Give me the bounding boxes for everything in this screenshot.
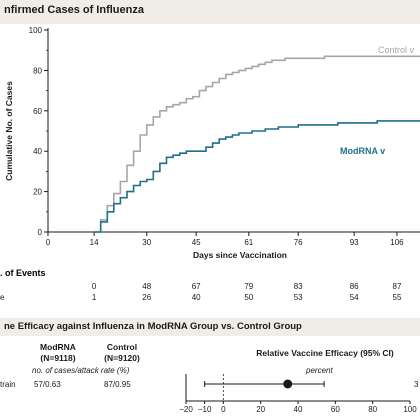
- x-axis-title: Days since Vaccination: [193, 250, 287, 260]
- control-value: 87/0.95: [104, 380, 131, 389]
- forest-tick-label: 20: [256, 405, 265, 414]
- events-row-label: e: [0, 293, 5, 302]
- y-tick-label: 100: [29, 26, 43, 35]
- forest-tick-label: −20: [179, 405, 193, 414]
- chart-title: nfirmed Cases of Influenza: [4, 4, 144, 16]
- control-column-head: Control (N=9120): [96, 342, 148, 364]
- title-bar: nfirmed Cases of Influenza: [0, 0, 420, 24]
- events-cell: 50: [244, 293, 253, 302]
- events-cell: 83: [294, 282, 303, 291]
- y-tick-label: 20: [33, 188, 42, 197]
- modrna-head: ModRNA: [40, 342, 76, 352]
- events-cell: 1: [92, 293, 97, 302]
- y-tick-label: 80: [33, 66, 42, 75]
- series-label-control: Control v: [378, 45, 415, 55]
- events-cell: 26: [142, 293, 151, 302]
- events-cell: 54: [350, 293, 359, 302]
- efficacy-row-label: train: [0, 380, 16, 389]
- events-cell: 0: [92, 282, 97, 291]
- x-tick-label: 0: [46, 238, 51, 247]
- right-edge-text: 3: [414, 380, 419, 389]
- events-cell: 87: [393, 282, 402, 291]
- events-cell: 48: [142, 282, 151, 291]
- forest-tick-label: −10: [198, 405, 212, 414]
- efficacy-title: ne Efficacy against Influenza in ModRNA …: [4, 321, 302, 332]
- y-axis-title: Cumulative No. of Cases: [4, 81, 14, 181]
- series-line-0: [94, 55, 420, 233]
- events-cell: 79: [244, 282, 253, 291]
- series-label-modrna: ModRNA v: [340, 146, 385, 156]
- modrna-value: 57/0.63: [34, 380, 61, 389]
- x-tick-label: 14: [90, 238, 99, 247]
- y-tick-label: 40: [33, 147, 42, 156]
- efficacy-title-band: ne Efficacy against Influenza in ModRNA …: [0, 318, 420, 336]
- point-estimate: [283, 379, 293, 389]
- forest-tick-label: 60: [331, 405, 340, 414]
- events-heading: . of Events: [0, 268, 46, 278]
- events-cell: 86: [350, 282, 359, 291]
- forest-tick-label: 80: [368, 405, 377, 414]
- y-tick-label: 0: [38, 228, 43, 237]
- control-head: Control: [106, 342, 138, 352]
- rve-head: Relative Vaccine Efficacy (95% CI): [256, 348, 394, 358]
- x-tick-label: 76: [294, 238, 303, 247]
- modrna-n: (N=9118): [40, 353, 76, 363]
- events-cell: 53: [294, 293, 303, 302]
- events-cell: 55: [393, 293, 402, 302]
- events-cell: 67: [192, 282, 201, 291]
- x-tick-label: 93: [350, 238, 359, 247]
- x-tick-label: 61: [244, 238, 253, 247]
- modrna-column-head: ModRNA (N=9118): [32, 342, 84, 364]
- x-tick-label: 30: [142, 238, 151, 247]
- efficacy-section: ne Efficacy against Influenza in ModRNA …: [0, 318, 420, 420]
- forest-tick-label: 100: [403, 405, 417, 414]
- rate-note: no. of cases/attack rate (%): [32, 366, 130, 375]
- series-line-1: [94, 120, 420, 233]
- x-tick-label: 45: [192, 238, 201, 247]
- forest-tick-label: 40: [294, 405, 303, 414]
- forest-tick-label: 0: [221, 405, 226, 414]
- y-tick-label: 60: [33, 107, 42, 116]
- cumulative-cases-chart: 0 20 40 60 80 100 0 14 30 45 61 76 93 106 Days since V…: [0, 26, 420, 302]
- control-n: (N=9120): [104, 353, 140, 363]
- rve-unit: percent: [306, 366, 333, 375]
- x-tick-label: 106: [390, 238, 404, 247]
- forest-plot: −20 −10 0 20 40 60 80 100: [179, 374, 417, 414]
- events-cell: 40: [192, 293, 201, 302]
